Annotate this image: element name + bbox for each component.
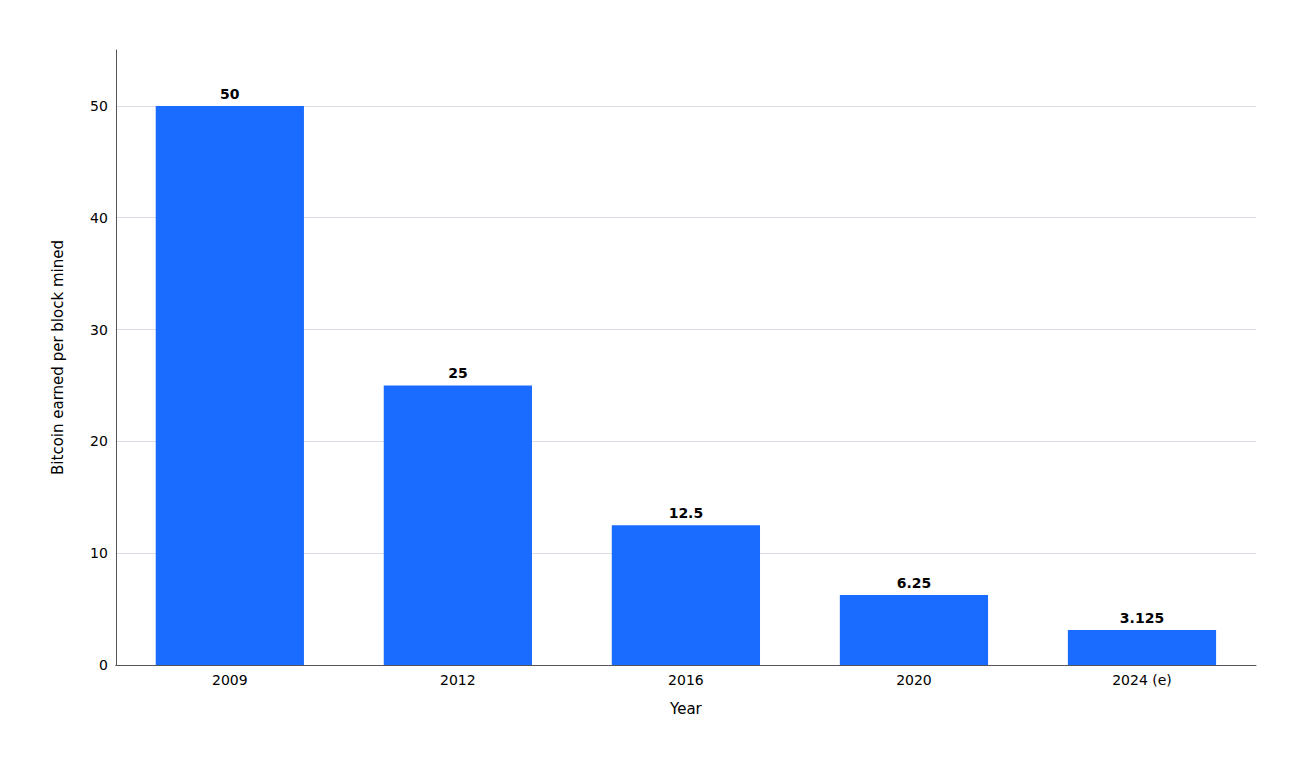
svg-text:10: 10 xyxy=(90,545,108,561)
svg-text:Year: Year xyxy=(669,700,703,718)
svg-text:0: 0 xyxy=(99,657,108,673)
svg-text:20: 20 xyxy=(90,433,108,449)
svg-text:2012: 2012 xyxy=(440,672,476,688)
svg-text:30: 30 xyxy=(90,322,108,338)
svg-text:50: 50 xyxy=(90,98,108,114)
svg-text:6.25: 6.25 xyxy=(897,575,932,591)
svg-text:2016: 2016 xyxy=(668,672,704,688)
svg-text:50: 50 xyxy=(220,86,240,102)
svg-text:2020: 2020 xyxy=(896,672,932,688)
svg-text:12.5: 12.5 xyxy=(669,505,704,521)
svg-text:2009: 2009 xyxy=(212,672,248,688)
svg-text:25: 25 xyxy=(448,365,467,381)
svg-text:40: 40 xyxy=(90,210,108,226)
svg-text:3.125: 3.125 xyxy=(1120,610,1164,626)
svg-text:Bitcoin earned per block mined: Bitcoin earned per block mined xyxy=(49,240,67,475)
svg-text:2024 (e): 2024 (e) xyxy=(1112,672,1172,688)
